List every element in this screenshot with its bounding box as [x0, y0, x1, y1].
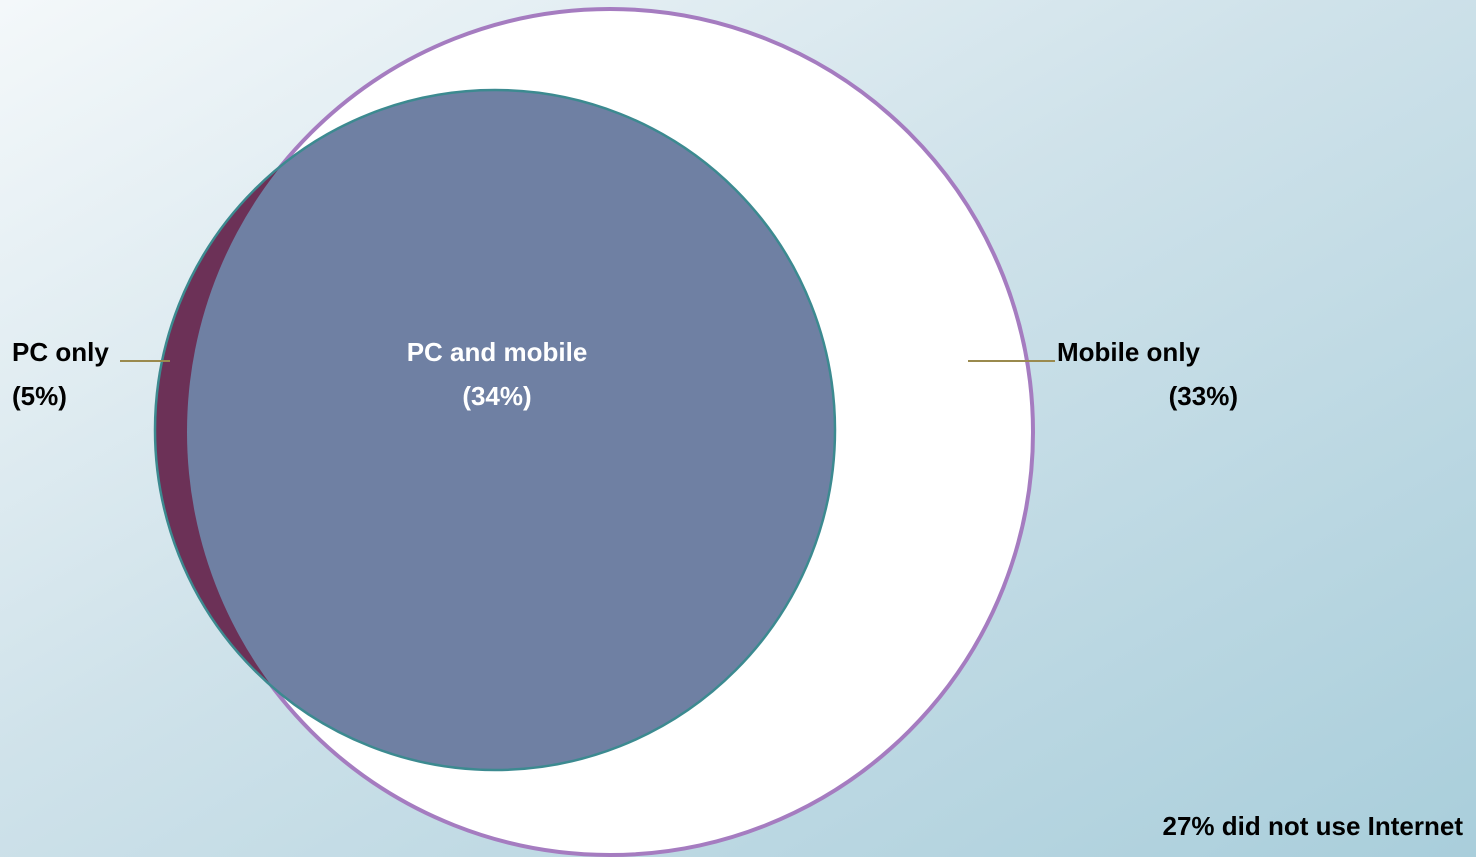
pc-outline	[153, 88, 837, 772]
set-label: PC only	[12, 337, 109, 367]
set-share: (5%)	[12, 381, 67, 411]
set-share: (33%)	[1169, 381, 1238, 411]
overlap-region	[187, 90, 835, 770]
set-label: Mobile only	[1057, 337, 1201, 367]
set-share: (34%)	[462, 381, 531, 411]
note: 27% did not use Internet	[1163, 811, 1464, 841]
set-label: PC and mobile	[407, 337, 588, 367]
